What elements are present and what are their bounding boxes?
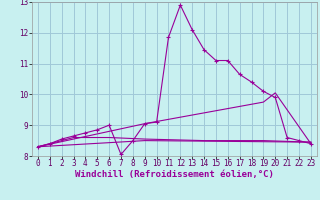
X-axis label: Windchill (Refroidissement éolien,°C): Windchill (Refroidissement éolien,°C) bbox=[75, 170, 274, 179]
